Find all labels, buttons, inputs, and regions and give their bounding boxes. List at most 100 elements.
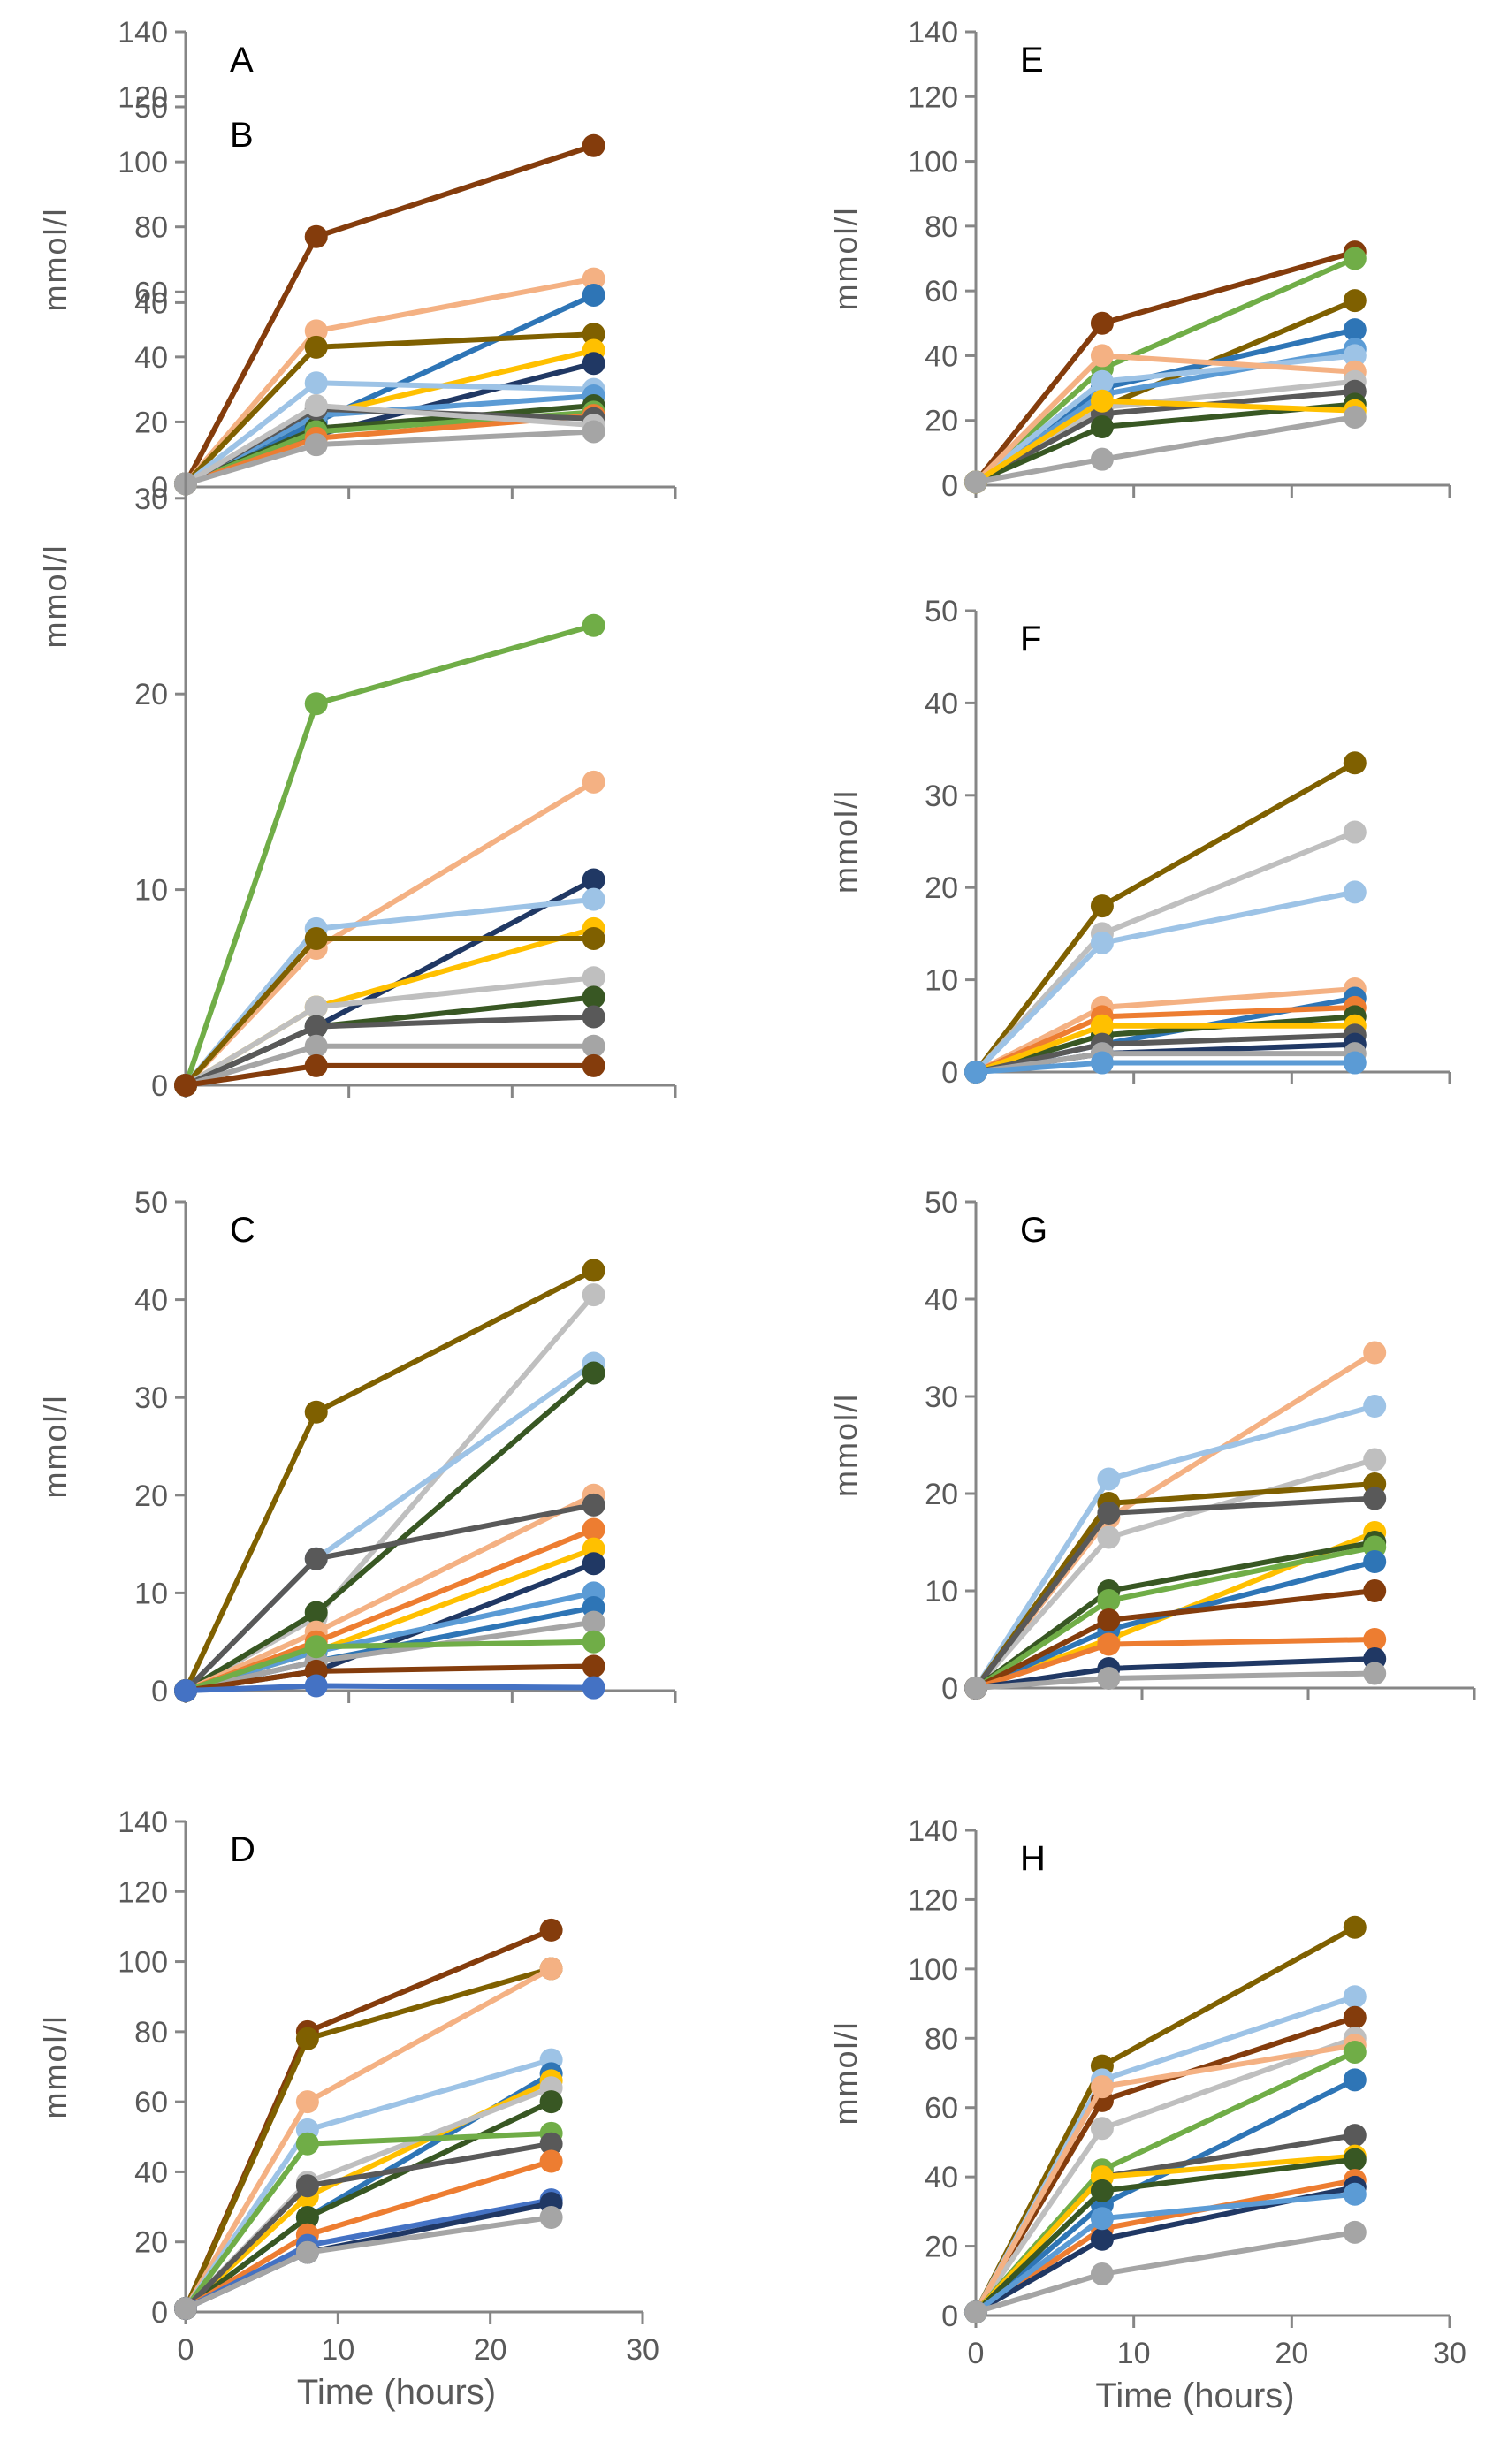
- panel-g-series-12-point-2: [1363, 1662, 1387, 1685]
- panel-e-series-0-point-1: [1090, 311, 1114, 335]
- panel-e-y-tick-label: 40: [925, 339, 958, 373]
- panel-a-series-6-point-1: [304, 371, 328, 395]
- panel-g-series-4-point-2: [1363, 1487, 1387, 1510]
- panel-e-letter: E: [1020, 41, 1044, 80]
- panel-g-series-12-point-0: [964, 1677, 987, 1700]
- panel-e-series-10-point-1: [1090, 389, 1114, 413]
- panel-e-series-9-point-1: [1090, 415, 1114, 439]
- panel-h-y-tick-label: 0: [941, 2300, 958, 2333]
- panel-g-series-1-point-1: [1097, 1467, 1121, 1491]
- panel-e-y-tick-label: 80: [925, 210, 958, 244]
- panel-h-series-3-point-1: [1090, 2117, 1114, 2141]
- panel-a-letter: A: [230, 41, 254, 80]
- panel-c-series-4-line: [184, 1493, 595, 1693]
- panel-c-series-8-point-2: [582, 1552, 605, 1576]
- panel-a-y-tick-label: 60: [134, 276, 168, 309]
- panel-b-series-2-point-2: [582, 868, 605, 892]
- panel-h-y-tick-label: 100: [908, 1953, 958, 1987]
- panel-d-y-tick-label: 60: [134, 2086, 168, 2119]
- panel-h-series-9-line: [973, 2156, 1356, 2315]
- panel-a-y-tick-label: 80: [134, 211, 168, 245]
- panel-c-series-5-point-2: [582, 1493, 605, 1517]
- panel-d-y-tick-label: 140: [118, 1806, 168, 1839]
- panel-h-series-12-point-2: [1343, 2182, 1367, 2206]
- panel-a-series-2-point-2: [582, 283, 605, 307]
- panel-h-series-9-point-2: [1343, 2148, 1367, 2171]
- panel-h-series-2-point-2: [1343, 2005, 1367, 2029]
- panel-g-y-tick-label: 20: [925, 1478, 958, 1511]
- panel-d: 0 20 40 60 80 100 120 140 0 10 20 30 mmol/l Time (hou…: [37, 1806, 659, 2412]
- panel-f-series-2-point-2: [1343, 880, 1367, 904]
- panel-e-series-11-point-1: [1090, 447, 1114, 471]
- panel-b-series-10-point-2: [582, 1053, 605, 1077]
- panel-a-series-13-point-1: [304, 433, 328, 457]
- panel-f-series-0-point-2: [1343, 751, 1367, 775]
- panel-e-y-tick-label: 20: [925, 405, 958, 438]
- panel-c-y-tick-label: 40: [134, 1284, 168, 1318]
- panel-b-series-0-point-2: [582, 613, 605, 637]
- panel-b: 0 10 20 30 40 50 mmol/l B: [37, 91, 677, 1103]
- panel-f-series-11-point-1: [1090, 1051, 1114, 1075]
- panel-c-series-0-point-2: [582, 1259, 605, 1282]
- panel-h-y-tick-label: 20: [925, 2231, 958, 2264]
- panel-g-series-9-point-1: [1097, 1608, 1121, 1631]
- panel-b-y-axis-label: mmol/l: [37, 544, 73, 649]
- panel-d-series-2-point-2: [539, 1957, 563, 1981]
- panel-e-series-3-point-2: [1343, 318, 1367, 342]
- panel-h-series-13-point-0: [964, 2300, 987, 2324]
- panel-b-series-3-point-2: [582, 887, 605, 911]
- panel-h-series-4-point-1: [1090, 2075, 1114, 2099]
- panel-a-series-5-point-2: [582, 352, 605, 376]
- panel-b-series-1-point-2: [582, 770, 605, 794]
- panel-g-series-2-point-2: [1363, 1448, 1387, 1472]
- panel-b-y-tick-label: 40: [134, 286, 168, 320]
- panel-g-series-10-point-2: [1363, 1628, 1387, 1651]
- panel-b-series-4-line: [184, 925, 595, 1088]
- panel-b-series-5-point-1: [304, 926, 328, 950]
- panel-d-series-13-point-2: [539, 2205, 563, 2229]
- panel-b-series-10-point-1: [304, 1053, 328, 1077]
- panel-g-series-2-line: [973, 1456, 1376, 1690]
- panel-e-series-11-point-2: [1343, 406, 1367, 430]
- panel-d-letter: D: [230, 1830, 255, 1869]
- panel-f-y-tick-label: 50: [925, 595, 958, 628]
- panel-e-y-axis-label: mmol/l: [827, 207, 864, 311]
- panel-d-y-tick-label: 40: [134, 2156, 168, 2189]
- panel-g-series-0-point-2: [1363, 1341, 1387, 1365]
- panel-b-series-6-point-1: [304, 995, 328, 1019]
- panel-h-x-tick-label: 0: [968, 2337, 985, 2370]
- panel-g-series-4-point-1: [1097, 1502, 1121, 1525]
- panel-a-series-3-point-1: [304, 335, 328, 359]
- panel-c-y-tick-label: 50: [134, 1186, 168, 1220]
- panel-h-x-axis-label: Time (hours): [1095, 2377, 1294, 2415]
- panel-d-series-2-point-1: [295, 2090, 319, 2114]
- panel-h-y-axis-label: mmol/l: [827, 2021, 864, 2126]
- panel-b-letter: B: [230, 116, 254, 155]
- panel-h-y-tick-label: 140: [908, 1814, 958, 1848]
- panel-a-series-1-point-2: [582, 267, 605, 291]
- panel-b-y-tick-label: 30: [134, 483, 168, 516]
- panel-d-series-7-point-1: [295, 2205, 319, 2229]
- panel-g-y-tick-label: 50: [925, 1186, 958, 1220]
- panel-c-series-12-point-2: [582, 1630, 605, 1654]
- panel-a-series-12-point-1: [304, 394, 328, 418]
- panel-c-y-tick-label: 30: [134, 1381, 168, 1415]
- panel-g-y-tick-label: 10: [925, 1575, 958, 1608]
- panel-d-y-tick-label: 100: [118, 1946, 168, 1980]
- panel-g-series-2-point-1: [1097, 1525, 1121, 1549]
- panel-e-series-5-point-2: [1343, 344, 1367, 368]
- panel-d-y-tick-label: 0: [151, 2296, 168, 2330]
- panel-g-series-9-point-2: [1363, 1579, 1387, 1602]
- panel-a-y-tick-label: 40: [134, 341, 168, 375]
- panel-d-series-13-point-1: [295, 2240, 319, 2264]
- panel-c-y-tick-label: 10: [134, 1577, 168, 1610]
- panel-c: 0 10 20 30 40 50 mmol/l C: [37, 1186, 677, 1708]
- panel-g-series-1-point-2: [1363, 1395, 1387, 1418]
- panel-f-y-tick-label: 0: [941, 1056, 958, 1090]
- panel-g-series-7-point-1: [1097, 1589, 1121, 1612]
- panel-b-y-tick-label: 20: [134, 678, 168, 711]
- panel-e: 0 20 40 60 80 100 120 140 mmol/l E: [827, 16, 1451, 503]
- panel-h-y-tick-label: 80: [925, 2022, 958, 2056]
- panel-a-series-13-point-2: [582, 420, 605, 444]
